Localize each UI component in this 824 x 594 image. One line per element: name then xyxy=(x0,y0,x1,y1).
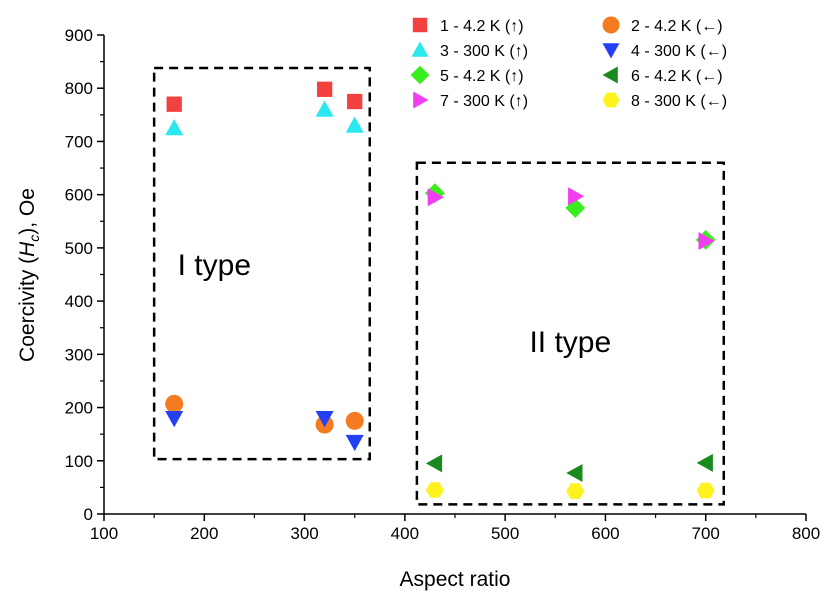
y-tick-label: 400 xyxy=(65,292,93,311)
data-point-series-4 xyxy=(345,434,364,452)
data-point-series-8 xyxy=(696,482,715,499)
y-tick-label: 200 xyxy=(65,399,93,418)
legend-label-series-5: 5 - 4.2 K (↑) xyxy=(440,68,524,85)
data-point-series-2 xyxy=(345,411,364,430)
legend-label-series-3: 3 - 300 K (↑) xyxy=(440,43,528,60)
y-axis-title-subscript: c xyxy=(26,235,42,242)
y-tick-label: 0 xyxy=(84,505,93,524)
region-layer: I type II type xyxy=(152,66,726,506)
legend-label-series-7: 7 - 300 K (↑) xyxy=(440,93,528,110)
data-point-series-8 xyxy=(425,482,444,498)
legend-label-series-8: 8 - 300 K (←) xyxy=(631,93,727,110)
data-point-series-3 xyxy=(315,100,334,117)
legend-label-series-1: 1 - 4.2 K (↑) xyxy=(440,18,524,35)
legend: 1 - 4.2 K (↑) 2 - 4.2 K (←) 3 - 300 K (↑) 4… xyxy=(410,16,727,110)
legend-label-series-4: 4 - 300 K (←) xyxy=(631,43,727,60)
data-point-series-2 xyxy=(165,394,184,413)
y-axis-title-suffix: ), Oe xyxy=(16,188,39,235)
legend-marker-series-6 xyxy=(602,66,618,84)
x-tick-label: 300 xyxy=(290,524,318,543)
region-box-ii-type xyxy=(415,161,726,506)
data-point-series-1 xyxy=(316,81,333,97)
legend-marker-series-5 xyxy=(410,65,430,85)
data-point-series-3 xyxy=(165,119,184,136)
data-point-series-3 xyxy=(345,116,364,133)
data-point-series-7 xyxy=(568,187,585,206)
marker-layer xyxy=(165,81,716,499)
x-tick-label: 200 xyxy=(190,524,218,543)
region-label-ii-type: II type xyxy=(529,326,611,359)
y-tick-label: 500 xyxy=(65,239,93,258)
legend-marker-series-3 xyxy=(411,41,429,57)
y-tick-label: 800 xyxy=(65,79,93,98)
y-axis-title-prefix: Coercivity ( xyxy=(16,257,39,362)
legend-marker-series-4 xyxy=(602,43,620,59)
y-tick-label: 900 xyxy=(65,26,93,45)
data-point-series-7 xyxy=(427,188,444,207)
legend-marker-series-8 xyxy=(602,92,620,108)
region-box-i-type xyxy=(152,66,372,461)
data-point-series-4 xyxy=(165,411,184,428)
region-label-i-type: I type xyxy=(178,249,251,282)
x-tick-label: 400 xyxy=(391,524,419,543)
legend-marker-series-2 xyxy=(602,16,620,34)
data-point-series-6 xyxy=(425,454,443,473)
data-point-series-4 xyxy=(315,411,334,428)
x-tick-label: 600 xyxy=(591,524,619,543)
data-point-series-8 xyxy=(566,483,585,499)
y-tick-label: 100 xyxy=(65,452,93,471)
data-point-series-1 xyxy=(166,96,182,112)
y-tick-label: 600 xyxy=(65,186,93,205)
legend-marker-series-1 xyxy=(412,17,428,33)
data-point-series-6 xyxy=(696,453,713,472)
data-point-series-7 xyxy=(698,232,715,250)
x-tick-label: 500 xyxy=(491,524,519,543)
x-tick-label: 100 xyxy=(90,524,118,543)
x-tick-label: 800 xyxy=(792,524,820,543)
x-tick-label: 700 xyxy=(692,524,720,543)
data-point-series-1 xyxy=(347,93,363,110)
y-tick-label: 700 xyxy=(65,132,93,151)
legend-label-series-6: 6 - 4.2 K (←) xyxy=(631,68,723,85)
legend-marker-series-7 xyxy=(413,91,429,109)
legend-label-series-2: 2 - 4.2 K (←) xyxy=(631,18,723,35)
y-axis-title-symbol: H xyxy=(16,241,39,257)
y-tick-label: 300 xyxy=(65,345,93,364)
y-axis-title: Coercivity (Hc), Oe xyxy=(16,188,42,362)
data-point-series-6 xyxy=(566,464,583,482)
x-axis-title: Aspect ratio xyxy=(400,568,511,591)
ticks-layer: 100 200 300 400 500 600 700 8000100200300400500… xyxy=(65,26,821,543)
